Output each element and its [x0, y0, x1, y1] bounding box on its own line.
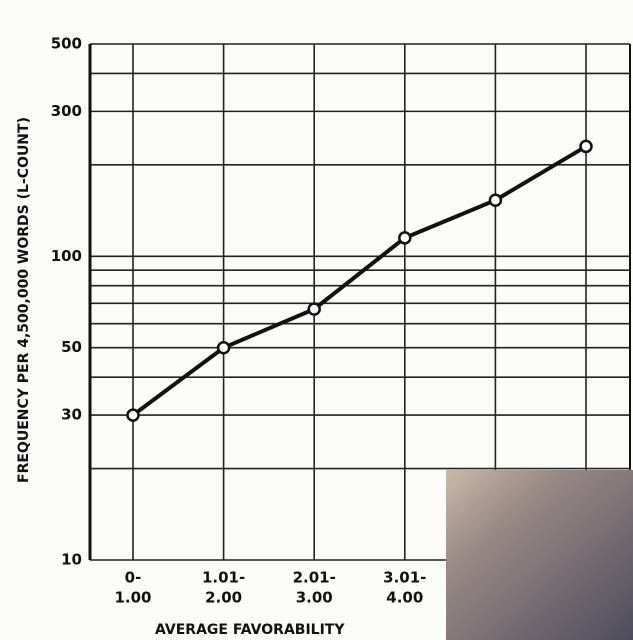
y-tick-label: 50	[61, 338, 82, 356]
data-point	[307, 302, 321, 316]
y-tick-label: 10	[61, 551, 82, 569]
data-point	[216, 340, 231, 355]
y-tick-label: 30	[61, 406, 82, 424]
x-tick-label: 4.00	[386, 589, 423, 607]
y-tick-label: 100	[51, 247, 82, 265]
x-tick-label: 3.01-	[383, 569, 426, 587]
data-point	[579, 139, 593, 154]
x-tick-label: 1.00	[114, 589, 151, 607]
y-tick-label: 500	[51, 35, 82, 53]
x-tick-label: 2.00	[205, 589, 242, 607]
x-tick-label: 3.00	[296, 589, 333, 607]
data-point	[126, 408, 140, 422]
x-axis-label: AVERAGE FAVORABILITY	[155, 622, 345, 638]
data-line	[131, 144, 588, 417]
y-axis-label: FREQUENCY PER 4,500,000 WORDS (L-COUNT)	[16, 117, 32, 483]
x-tick-label: 2.01-	[293, 569, 336, 587]
photo-overlay	[446, 470, 633, 640]
data-point	[488, 193, 503, 207]
plot: 10 30 50 100 300 500 0- 1.00 1.01- 2.00 2.01- 3.00 3…	[51, 35, 631, 607]
y-tick-label: 300	[51, 102, 82, 120]
x-tick-label: 1.01-	[202, 569, 245, 587]
data-point	[398, 231, 412, 245]
x-tick-label: 0-	[125, 569, 142, 587]
